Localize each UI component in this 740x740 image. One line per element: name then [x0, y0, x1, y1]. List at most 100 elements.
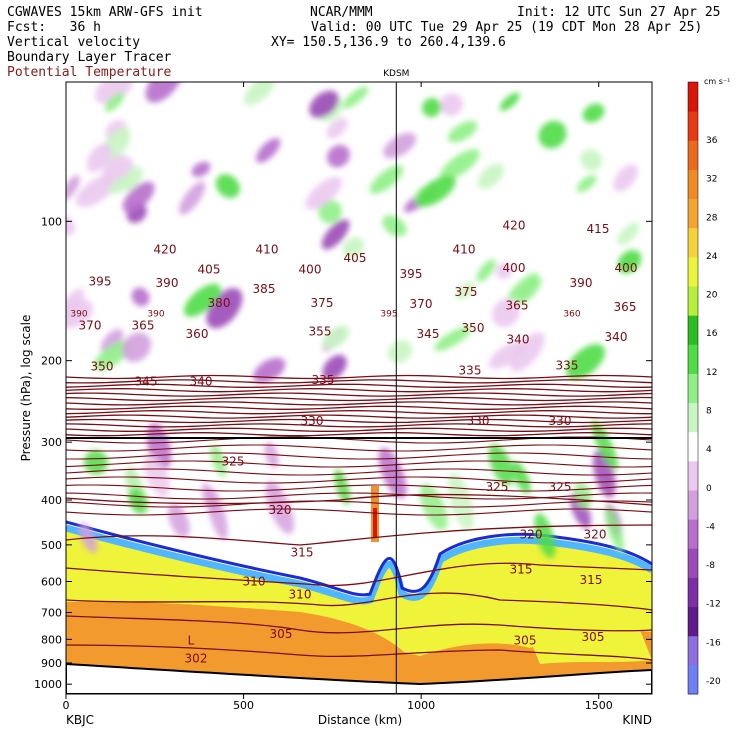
theta-label: 400	[615, 261, 638, 275]
y-tick-label: 600	[41, 576, 62, 589]
y-tick-label: 700	[41, 606, 62, 619]
theta-contour-line	[66, 484, 652, 492]
velocity-blob	[439, 93, 463, 116]
velocity-streak	[334, 469, 351, 505]
velocity-blob	[342, 237, 365, 258]
colorbar-tick-label: 36	[706, 136, 718, 146]
theta-contour-line	[66, 414, 652, 419]
theta-label: 355	[309, 325, 332, 339]
velocity-blob	[383, 132, 417, 159]
colorbar-frame	[687, 81, 699, 695]
colorbar-swatch	[688, 402, 698, 433]
velocity-blob	[439, 149, 480, 181]
colorbar-tick-label: -8	[706, 561, 715, 571]
velocity-blob	[322, 354, 347, 380]
theta-label: 315	[291, 546, 314, 560]
velocity-blob	[576, 175, 597, 193]
colorbar-swatch	[688, 490, 698, 520]
velocity-blob	[215, 174, 240, 199]
x-tick-label: 0	[63, 699, 70, 712]
theta-contour-line	[66, 508, 652, 516]
colorbar-swatch	[688, 169, 698, 200]
velocity-blob	[191, 161, 211, 177]
y-tick-label: 800	[41, 633, 62, 646]
colorbar-swatch	[688, 606, 698, 637]
plot-frame	[65, 81, 653, 695]
theta-label: 410	[256, 242, 279, 256]
y-tick-label: 400	[41, 494, 62, 507]
velocity-streak	[128, 488, 148, 514]
theta-label: 400	[503, 261, 526, 275]
velocity-blob	[510, 332, 545, 372]
colorbar-tick-label: 8	[706, 407, 712, 417]
theta-label: 320	[520, 528, 543, 542]
velocity-blob	[255, 137, 281, 163]
colorbar-swatch	[688, 315, 698, 345]
vertical-velocity-field	[66, 82, 652, 694]
colorbar-tick-label: 20	[706, 291, 718, 301]
velocity-blob	[66, 299, 94, 329]
theta-contour-line	[66, 379, 652, 384]
colorbar-swatch	[688, 286, 698, 316]
velocity-blob	[477, 163, 504, 190]
y-tick-label: 200	[41, 355, 62, 368]
theta-label: 330	[467, 414, 490, 428]
colorbar: 36 32 28 24 20 16 12 8 4 0 -4 -8 -12 -16 -20	[687, 81, 721, 695]
velocity-blob	[93, 340, 132, 371]
velocity-blob	[495, 262, 513, 279]
y-tick-label: 100	[41, 215, 62, 228]
velocity-blob	[447, 120, 478, 143]
velocity-blob	[613, 164, 638, 192]
colorbar-swatch	[688, 198, 698, 229]
theta-label: 305	[270, 627, 293, 641]
colorbar-swatch	[688, 344, 698, 374]
colorbar-tick-label: -20	[706, 677, 721, 687]
theta-contour-line	[66, 383, 652, 388]
theta-contour-line	[66, 392, 652, 397]
colorbar-swatch	[688, 431, 698, 462]
theta-contour-line	[66, 396, 652, 402]
velocity-blob	[121, 332, 152, 362]
theta-contour-line	[66, 405, 652, 410]
theta-label: 395	[89, 275, 112, 289]
header-line2-left: Fcst: 36 h	[7, 20, 101, 35]
velocity-blob	[617, 249, 642, 274]
colorbar-swatch	[688, 548, 698, 578]
theta-label: 350	[462, 321, 485, 335]
colorbar-tick-label: 16	[706, 329, 718, 339]
theta-contour-line	[66, 644, 652, 661]
theta-label: 365	[614, 300, 637, 314]
theta-label-small: 390	[70, 309, 87, 319]
colorbar-swatch	[688, 227, 698, 258]
theta-label: 400	[299, 262, 322, 276]
x-axis-label: Distance (km)	[318, 713, 402, 727]
theta-label: 335	[459, 363, 482, 377]
low-marker: L	[188, 634, 195, 648]
theta-label: 335	[312, 373, 335, 387]
header-line5-left: Potential Temperature	[7, 65, 172, 80]
velocity-blob	[566, 344, 606, 380]
header-line1-right: Init: 12 UTC Sun 27 Apr 25	[517, 5, 721, 20]
velocity-blob	[580, 149, 603, 171]
theta-label: 330	[301, 414, 324, 428]
yellow-patch-right	[530, 627, 652, 664]
theta-contour-line	[66, 592, 652, 611]
theta-contour-line	[66, 468, 652, 476]
theta-label: 315	[510, 562, 533, 576]
velocity-blob	[122, 181, 155, 213]
theta-contour-line	[66, 500, 652, 508]
theta-label: 380	[208, 296, 231, 310]
velocity-blob	[86, 143, 112, 173]
theta-label: 305	[582, 630, 605, 644]
velocity-blob	[476, 259, 496, 282]
theta-label: 415	[587, 222, 610, 236]
theta-label: 345	[135, 375, 158, 389]
theta-label: 370	[79, 319, 102, 333]
velocity-streak	[265, 481, 295, 535]
theta-label: 350	[91, 360, 114, 374]
header-line3-left: Vertical velocity	[7, 35, 141, 50]
theta-label: 395	[400, 267, 423, 281]
theta-label: 310	[289, 587, 312, 601]
kdsm-label: KDSM	[383, 69, 409, 79]
velocity-blob	[369, 165, 404, 194]
